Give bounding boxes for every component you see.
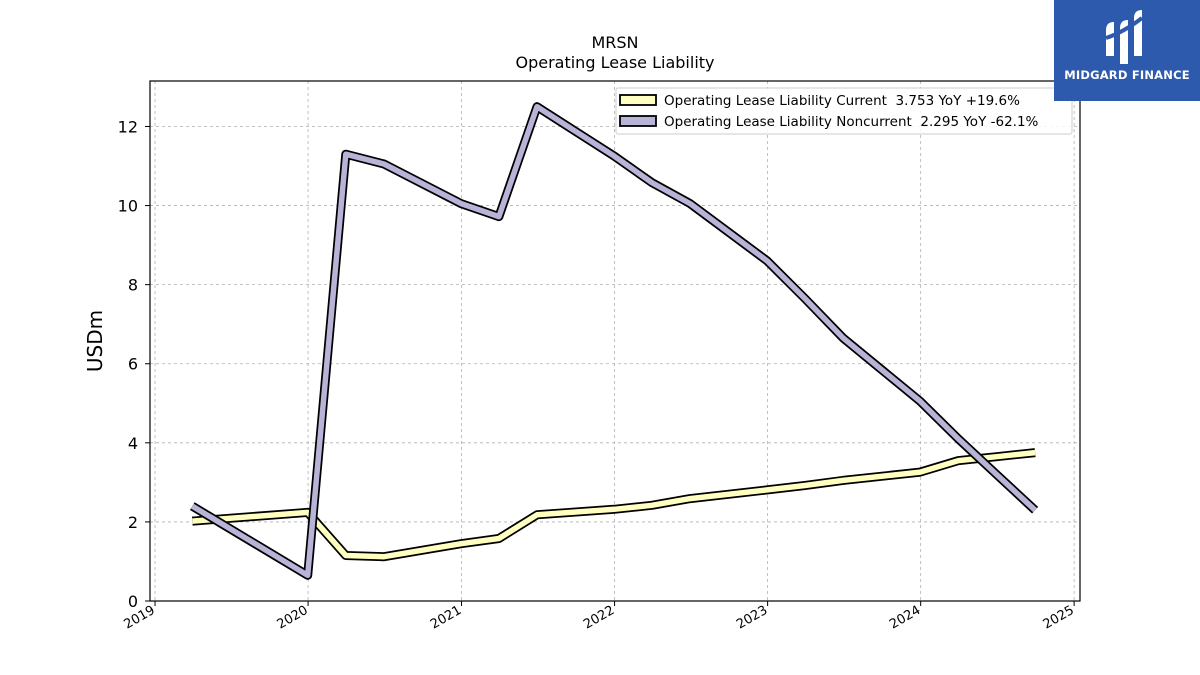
logo-text: MIDGARD FINANCE <box>1064 68 1190 82</box>
legend-label-2: Operating Lease Liability Noncurrent 2.2… <box>664 114 1039 130</box>
chart-title: MRSN <box>591 33 638 52</box>
y-tick-label: 6 <box>128 355 138 374</box>
series-line-2 <box>190 103 1037 579</box>
legend-box <box>615 87 1073 135</box>
y-tick-label: 12 <box>118 117 138 136</box>
grid <box>150 81 1080 602</box>
y-axis: 0 2 4 6 8 10 12 <box>118 117 150 611</box>
series-line-1 <box>192 449 1036 560</box>
legend: Operating Lease Liability Current 3.753 … <box>615 87 1073 135</box>
y-tick-label: 0 <box>128 592 138 611</box>
chart-subtitle: Operating Lease Liability <box>515 53 714 72</box>
y-tick-label: 10 <box>118 197 138 216</box>
legend-swatch-2 <box>619 115 657 127</box>
midgard-logo-icon <box>1105 10 1144 64</box>
y-axis-label: USDm <box>83 310 107 372</box>
y-tick-label: 8 <box>128 276 138 295</box>
legend-label-1: Operating Lease Liability Current 3.753 … <box>664 93 1020 109</box>
y-tick-label: 4 <box>128 434 138 453</box>
legend-swatch-1 <box>619 94 657 106</box>
series-lines <box>189 102 1039 580</box>
midgard-finance-logo: MIDGARD FINANCE <box>1054 0 1200 101</box>
y-tick-label: 2 <box>128 513 138 532</box>
